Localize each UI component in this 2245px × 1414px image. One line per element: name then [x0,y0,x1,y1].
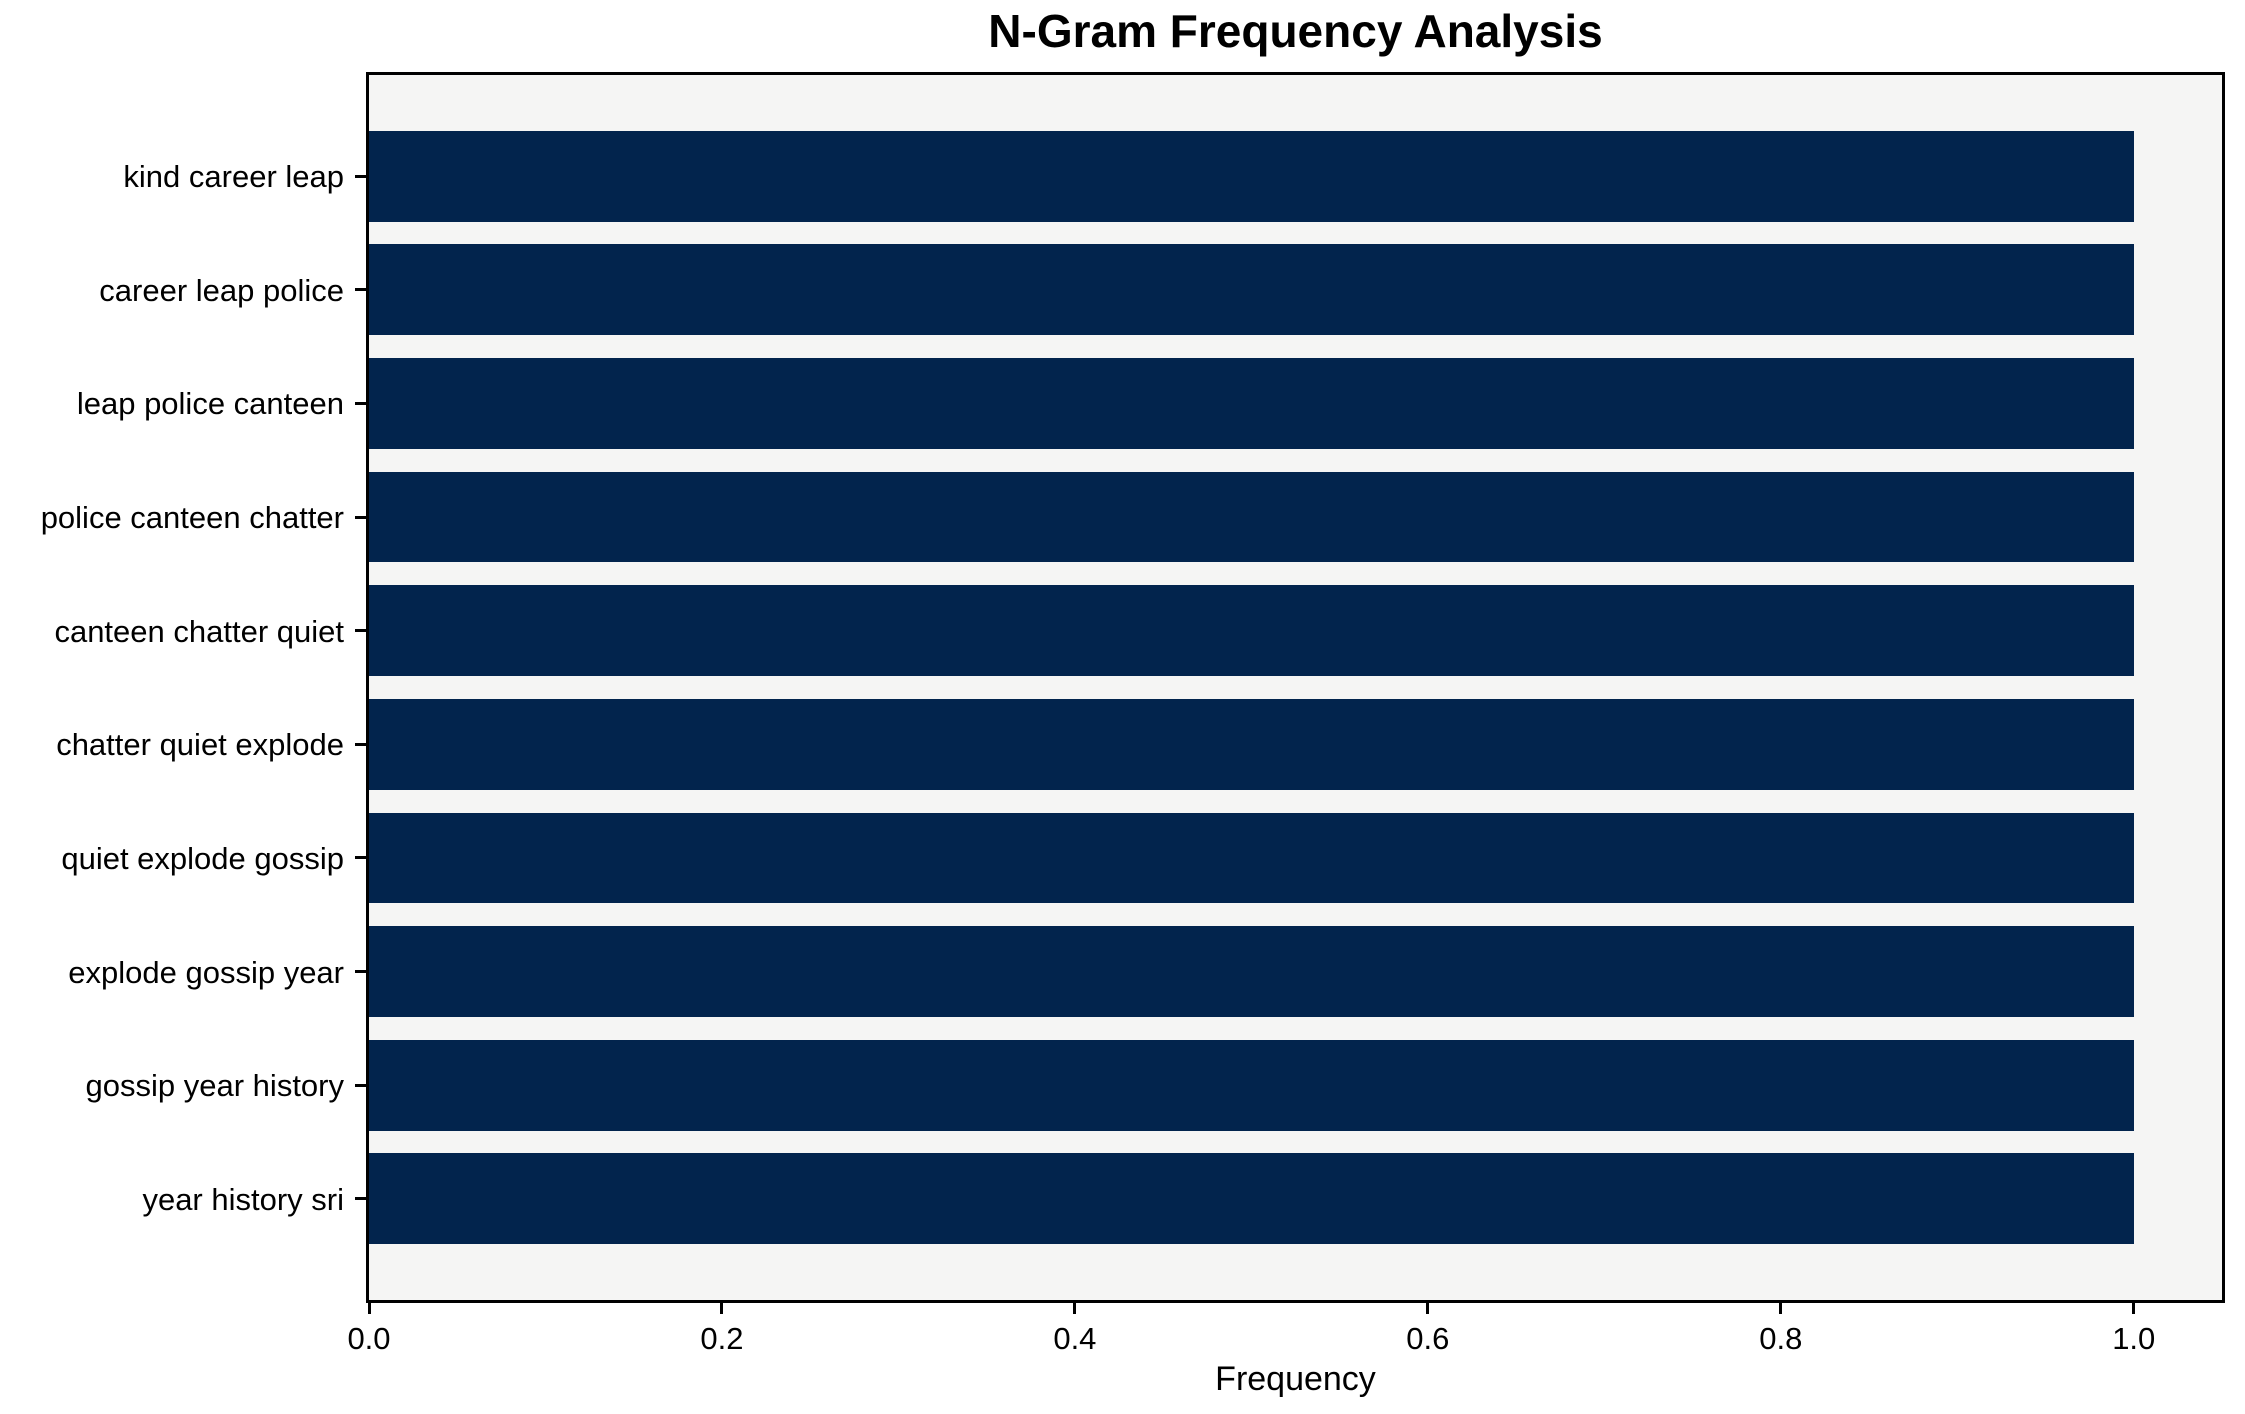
y-tick-label: canteen chatter quiet [54,613,344,649]
y-tick-label: year history sri [142,1181,344,1217]
y-tick-mark [355,970,366,974]
x-tick-mark [1426,1303,1430,1314]
y-tick-mark [355,629,366,633]
chart-title: N-Gram Frequency Analysis [988,5,1603,57]
bar [369,130,2134,222]
bar [369,812,2134,904]
y-tick-mark [355,174,366,178]
y-tick-label: police canteen chatter [40,500,344,536]
x-tick-mark [2132,1303,2136,1314]
bar [369,1153,2134,1245]
x-tick-mark [1073,1303,1077,1314]
bar [369,585,2134,677]
plot-area [366,72,2225,1303]
y-tick-label: explode gossip year [68,954,344,990]
x-tick-label: 0.0 [347,1321,391,1356]
y-tick-mark [355,856,366,860]
y-tick-mark [355,401,366,405]
y-tick-mark [355,1083,366,1087]
bar [369,1039,2134,1131]
x-tick-label: 0.4 [1053,1321,1097,1356]
y-tick-mark [355,288,366,292]
x-tick-mark [1779,1303,1783,1314]
x-axis-label: Frequency [1215,1360,1376,1398]
y-tick-label: career leap police [99,272,344,308]
bar [369,244,2134,336]
x-tick-label: 0.8 [1759,1321,1803,1356]
bar [369,471,2134,563]
x-tick-label: 1.0 [2112,1321,2156,1356]
x-tick-label: 0.6 [1406,1321,1450,1356]
bar [369,357,2134,449]
y-tick-label: chatter quiet explode [56,727,344,763]
y-tick-label: quiet explode gossip [61,840,344,876]
y-tick-mark [355,1197,366,1201]
x-tick-label: 0.2 [700,1321,744,1356]
x-tick-mark [367,1303,371,1314]
x-tick-mark [720,1303,724,1314]
y-tick-label: gossip year history [85,1068,344,1104]
y-tick-label: leap police canteen [76,386,344,422]
y-tick-mark [355,742,366,746]
bar [369,698,2134,790]
y-tick-label: kind career leap [123,159,344,195]
y-tick-mark [355,515,366,519]
bar [369,926,2134,1018]
